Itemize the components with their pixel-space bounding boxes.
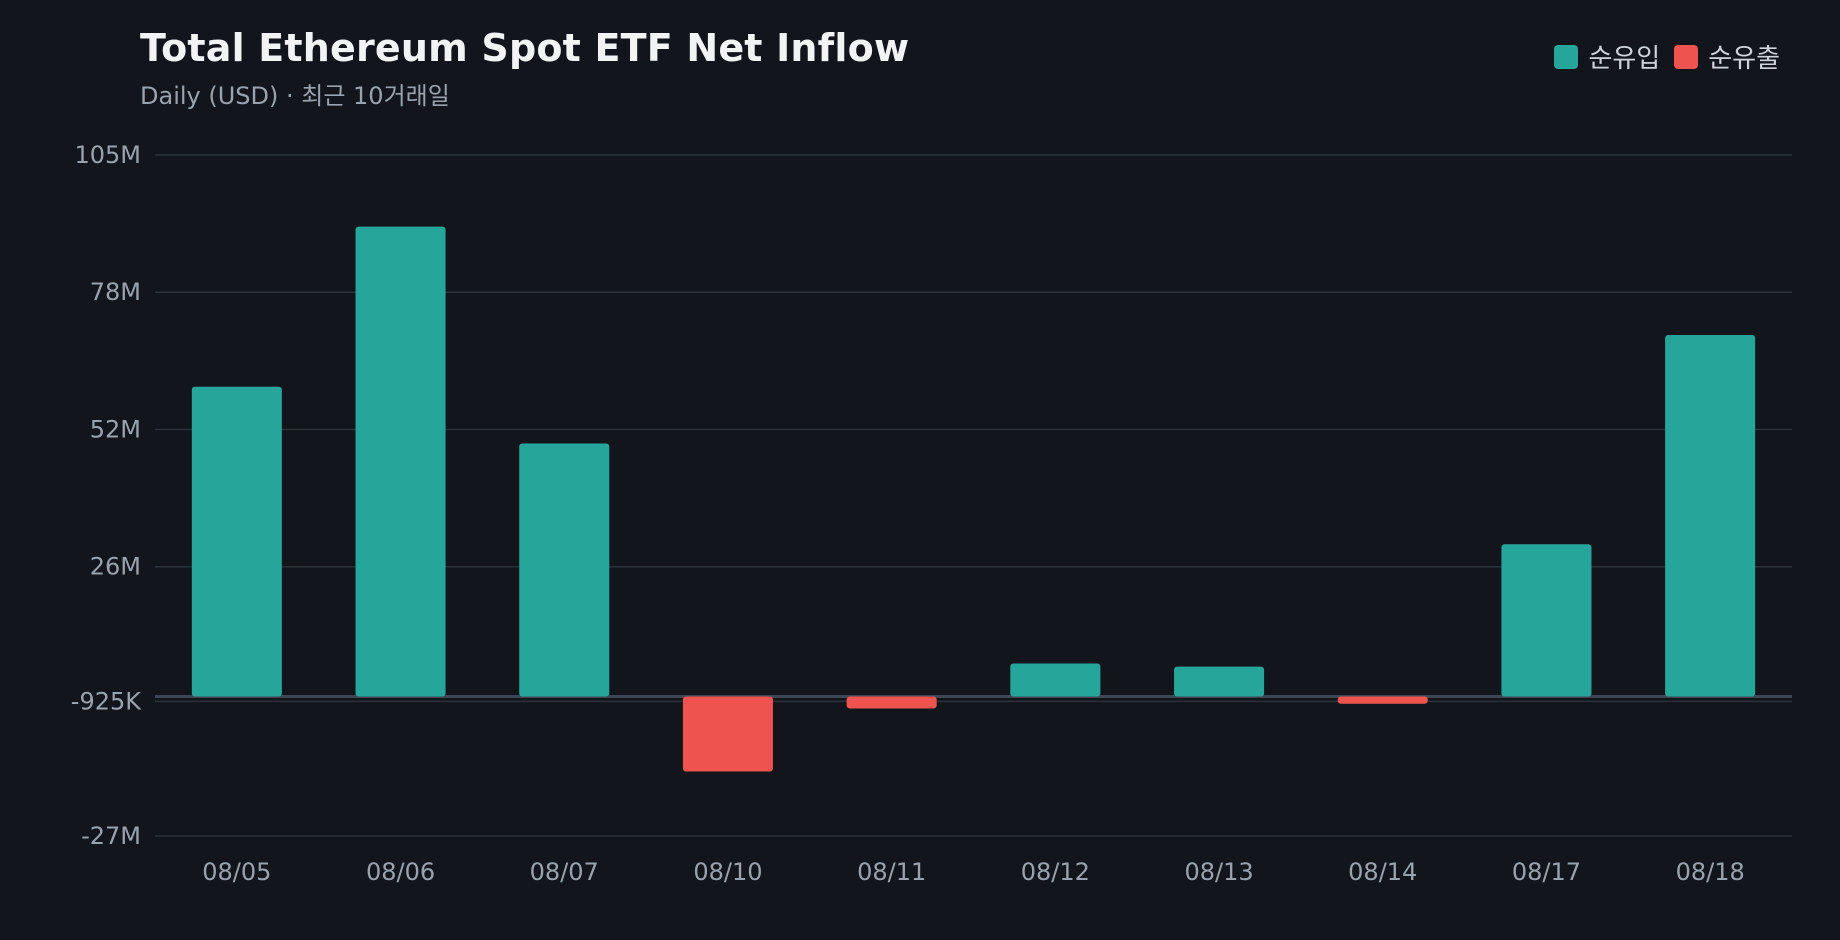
y-tick-label: 78M <box>90 278 141 306</box>
chart-subtitle: Daily (USD) · 최근 10거래일 <box>140 81 450 110</box>
y-tick-label: 52M <box>90 415 141 443</box>
x-tick-label: 08/11 <box>857 858 926 886</box>
chart-header: Total Ethereum Spot ETF Net Inflow Daily… <box>140 26 909 110</box>
x-tick-label: 08/10 <box>693 858 762 886</box>
y-axis-ticks: 105M 78M 52M 26M -925K -27M <box>71 141 142 850</box>
bar-08-07 <box>519 443 610 697</box>
legend-item-outflow: 순유출 <box>1674 38 1780 75</box>
bar-08-12 <box>1010 663 1101 697</box>
bar-08-06 <box>355 226 446 697</box>
x-tick-label: 08/05 <box>202 858 271 886</box>
legend-label-outflow: 순유출 <box>1708 44 1780 74</box>
bar-08-10 <box>682 696 773 772</box>
x-tick-label: 08/14 <box>1348 858 1417 886</box>
x-tick-label: 08/06 <box>366 858 435 886</box>
bars <box>191 226 1756 772</box>
chart-title: Total Ethereum Spot ETF Net Inflow <box>140 26 910 70</box>
legend-label-inflow: 순유입 <box>1588 44 1661 74</box>
y-tick-label: -27M <box>81 822 141 850</box>
y-tick-label: 26M <box>90 553 141 581</box>
x-tick-label: 08/07 <box>530 858 599 886</box>
legend: 순유입 순유출 <box>1554 38 1780 75</box>
bar-08-05 <box>191 386 282 697</box>
bar-08-13 <box>1174 666 1265 697</box>
legend-swatch-outflow <box>1674 44 1699 69</box>
y-tick-label: -925K <box>71 687 142 715</box>
y-tick-label: 105M <box>74 141 141 169</box>
x-tick-label: 08/17 <box>1512 858 1581 886</box>
legend-swatch-inflow <box>1554 44 1579 69</box>
x-tick-label: 08/12 <box>1021 858 1090 886</box>
x-tick-label: 08/18 <box>1676 858 1745 886</box>
legend-item-inflow: 순유입 <box>1554 38 1660 75</box>
bar-08-11 <box>846 696 937 709</box>
bar-08-17 <box>1501 544 1592 697</box>
bar-08-14 <box>1337 696 1428 704</box>
x-axis-ticks: 08/05 08/06 08/07 08/10 08/11 08/12 08/13 08/14… <box>202 858 1744 886</box>
x-tick-label: 08/13 <box>1184 858 1253 886</box>
bar-08-18 <box>1665 335 1756 697</box>
